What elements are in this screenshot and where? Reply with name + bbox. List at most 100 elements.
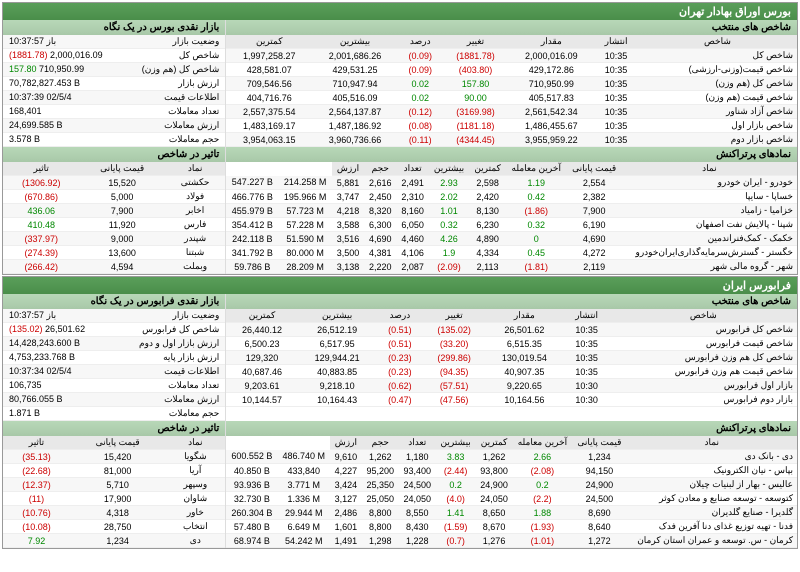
table-row[interactable]: شهر - گروه مالی شهر2,119(1.81)2,113(2.09… [226,260,797,274]
col-header: انتشار [564,309,610,323]
glance-value: 106,735 [9,380,42,391]
table-row[interactable]: گلدیرا - صنایع گلدیران8,6901.888,6501.41… [226,506,797,520]
glance-key: حجم معاملات [169,134,219,145]
col-header: کمترین [226,309,297,323]
col-header: کمترین [476,436,513,450]
glance-row: اطلاعات قیمت10:37:39 02/5/4 [3,91,225,105]
glance-row: شاخص کل (هم وزن)157.80 710,950.99 [3,63,225,77]
glance-header: بازار نقدی بورس در یک نگاه [3,20,225,35]
table-row[interactable]: شاخص قیمت(وزنی-ارزشی)10:35429,172.86(403… [226,63,797,77]
top-table: نمادقیمت پایانیآخرین معاملهکمترینبیشترین… [226,162,797,274]
glance-header: بازار نقدی فرابورس در یک نگاه [3,294,225,309]
table-row[interactable]: وسپهر5,710(12.37) [3,478,225,492]
glance-row: شاخص کل فرابورس(135.02) 26,501.62 [3,323,225,337]
table-row[interactable]: شگویا15,420(35.13) [3,450,225,464]
table-row[interactable]: شاخص کل10:352,000,016.09(1881.78)(0.09)2… [226,49,797,63]
table-row[interactable]: شاخص آزاد شناور10:352,561,542.34(3169.98… [226,105,797,119]
table-row[interactable]: اخابر7,900436.06 [3,204,225,218]
table-row[interactable]: خزامیا - زامیاد7,900(1.86)8,1301.018,160… [226,204,797,218]
top-header: نمادهای پرتراکنش [226,421,797,436]
table-row[interactable]: شبتنا13,600(274.39) [3,246,225,260]
table-row[interactable]: بازار دوم فرابورس10:3010,164.56(47.56)(0… [226,393,797,407]
table-row[interactable]: دی1,2347.92 [3,534,225,548]
glance-row: اطلاعات قیمت10:37:34 02/5/4 [3,365,225,379]
glance-key: ارزش معاملات [164,120,219,131]
market-panel: فرابورس ایرانبازار نقدی فرابورس در یک نگ… [2,276,798,549]
col-header: آخرین معامله [506,162,567,176]
table-row[interactable]: شاخص قیمت فرابورس10:356,515.35(33.20)(0.… [226,337,797,351]
effect-table: نمادقیمت پایانیتاثیرشگویا15,420(35.13)آر… [3,436,225,548]
table-row[interactable]: شاخص کل هم وزن فرابورس10:35130,019.54(29… [226,351,797,365]
table-row[interactable]: فدنا - تهیه توزیع غذای دنا آفرین فدک8,64… [226,520,797,534]
col-header: شاخص [638,35,797,49]
glance-row: ارزش معاملات 24,699.585 B [3,119,225,133]
glance-row: تعداد معاملات 106,735 [3,379,225,393]
col-header: قیمت پایانی [572,436,626,450]
table-row[interactable]: خگستر - گسترش‌سرمایه‌گذاری‌ایران‌خودرو4,… [226,246,797,260]
glance-key: ارزش بازار اول و دوم [139,338,219,349]
glance-value: 168,401 [9,106,42,117]
glance-value: 80,766.055 B [9,394,63,405]
table-row[interactable]: خساپا - سایپا2,3820.422,4202.022,3102,45… [226,190,797,204]
col-header: حجم [362,436,399,450]
glance-row: ارزش بازار اول و دوم14,428,243.600 B [3,337,225,351]
indices-table: شاخصانتشارمقدارتغییردرصدبیشترینکمترینشاخ… [226,35,797,147]
table-row[interactable]: انتخاب28,750(10.08) [3,520,225,534]
table-row[interactable]: کرمان - س. توسعه و عمران استان کرمان1,27… [226,534,797,548]
table-row[interactable]: خکمک - کمک‌فنراندمین4,69004,8904.264,460… [226,232,797,246]
glance-key: ارزش بازار پایه [163,352,219,363]
indices-col: شاخص های منتخبشاخصانتشارمقدارتغییردرصدبی… [225,20,797,147]
col-header: تعداد [399,436,436,450]
col-header: شاخص [610,309,797,323]
table-row[interactable]: خاور4,318(10.76) [3,506,225,520]
glance-value: 24,699.585 B [9,120,63,131]
table-row[interactable]: بازار اول فرابورس10:309,220.65(57.51)(0.… [226,379,797,393]
table-row[interactable]: کتوسعه - توسعه صنایع و معادن کوثر24,500(… [226,492,797,506]
col-header: مقدار [485,309,564,323]
col-header: ارزش [332,162,364,176]
table-row[interactable]: بپاس - نیان الکترونیک94,150(2.08)93,800(… [226,464,797,478]
glance-row: ارزش معاملات 80,766.055 B [3,393,225,407]
table-row[interactable]: عالیس - بهار از لبنیات چیلان24,9000.224,… [226,478,797,492]
glance-key: اطلاعات قیمت [164,92,219,103]
table-row[interactable]: فارس11,920410.48 [3,218,225,232]
table-row[interactable]: شاخص قیمت (هم وزن)10:35405,517.8390.000.… [226,91,797,105]
effect-col: تاثیر در شاخصنمادقیمت پایانیتاثیرشگویا15… [3,421,225,548]
table-row[interactable]: شاخص کل فرابورس10:3526,501.62(135.02)(0.… [226,323,797,337]
col-header: مقدار [508,35,594,49]
glance-key: ارزش معاملات [164,394,219,405]
glance-value: 1.871 B [9,408,40,419]
table-row[interactable]: شاخص کل (هم وزن)10:35710,950.99157.800.0… [226,77,797,91]
glance-value: باز 10:37:57 [9,310,56,321]
indices-table: شاخصانتشارمقدارتغییردرصدبیشترینکمترینشاخ… [226,309,797,407]
table-row[interactable]: خودرو - ایران خودرو2,5541.192,5982.932,4… [226,176,797,190]
table-row[interactable]: شاوان17,900(11) [3,492,225,506]
table-row[interactable]: شاخص بازار اول10:351,486,455.67(1181.18)… [226,119,797,133]
table-row[interactable]: آریا81,000(22.68) [3,464,225,478]
effect-col: تاثیر در شاخصنمادقیمت پایانیتاثیرحکشتی15… [3,147,225,274]
table-row[interactable]: شاخص قیمت هم وزن فرابورس10:3540,907.35(9… [226,365,797,379]
glance-key: ارزش بازار [178,78,219,89]
col-header: نماد [165,436,225,450]
glance-row: شاخص کل(1881.78) 2,000,016.09 [3,49,225,63]
glance-key: وضعیت بازار [172,310,219,321]
table-row[interactable]: فولاد5,000(670.86) [3,190,225,204]
glance-key: تعداد معاملات [168,380,219,391]
table-row[interactable]: شاخص بازار دوم10:353,955,959.22(4344.45)… [226,133,797,147]
effect-table: نمادقیمت پایانیتاثیرحکشتی15,520(1306.92)… [3,162,225,274]
glance-row: حجم معاملات1.871 B [3,407,225,421]
table-row[interactable]: دی - بانک دی1,2342.661,2623.831,1801,262… [226,450,797,464]
table-row[interactable]: شپنا - پالایش نفت اصفهان6,1900.326,2300.… [226,218,797,232]
top-col: نمادهای پرتراکنشنمادقیمت پایانیآخرین معا… [225,147,797,274]
col-header: قیمت پایانی [70,436,165,450]
col-header: بیشترین [312,35,398,49]
glance-value: 10:37:34 02/5/4 [9,366,72,377]
glance-key: شاخص کل [179,50,219,61]
table-row[interactable]: شپندر9,000(337.97) [3,232,225,246]
glance-key: شاخص کل فرابورس [142,324,219,335]
table-row[interactable]: وبملت4,594(266.42) [3,260,225,274]
col-header: کمترین [226,35,312,49]
col-header: بیشترین [436,436,476,450]
col-header: حجم [364,162,396,176]
table-row[interactable]: حکشتی15,520(1306.92) [3,176,225,190]
